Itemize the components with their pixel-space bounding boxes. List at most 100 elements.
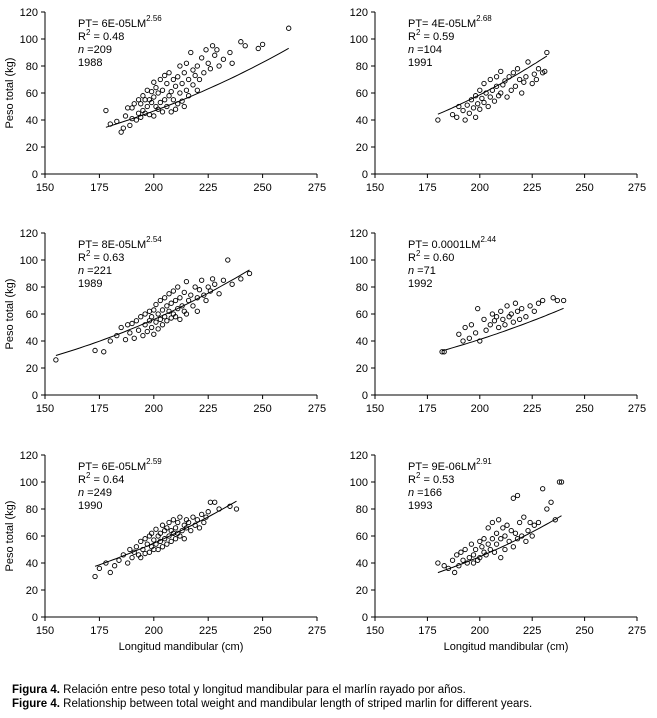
data-point (508, 311, 514, 317)
data-point (435, 117, 441, 123)
data-point (464, 102, 470, 108)
data-point (500, 316, 506, 323)
data-point (491, 98, 498, 104)
data-point (164, 318, 170, 324)
data-point (462, 117, 468, 123)
data-point (481, 316, 487, 323)
data-point (166, 93, 172, 99)
data-point (521, 79, 527, 85)
x-axis-label: Longitud mandibular (cm) (119, 641, 244, 653)
data-point (53, 357, 59, 363)
data-point (531, 71, 537, 77)
data-point (181, 289, 187, 296)
data-point (481, 80, 487, 87)
data-point (170, 288, 177, 294)
data-point (229, 281, 235, 287)
data-point (475, 101, 481, 107)
x-tick-label: 175 (90, 403, 108, 415)
data-point (135, 110, 142, 116)
r-squared-value: = 0.48 (90, 31, 124, 43)
data-point (188, 49, 194, 56)
equation-label: PT= 4E-05LM2.68 (408, 14, 492, 30)
data-point (159, 322, 166, 328)
data-point (127, 546, 133, 553)
data-point (157, 99, 163, 106)
panel-1988: 0 20 40 60 80 100 120 150 175 200 225 250 275 Peso to… (4, 7, 326, 194)
y-tick-label: 0 (362, 390, 368, 402)
data-point (502, 533, 508, 539)
data-point (462, 546, 468, 553)
data-point (118, 129, 124, 135)
fit-line (441, 307, 564, 352)
y-tick-label: 0 (362, 612, 368, 624)
data-point (502, 78, 508, 84)
data-point (225, 257, 231, 263)
data-point (192, 284, 198, 290)
year-label: 1989 (78, 278, 102, 290)
data-point (175, 74, 181, 80)
data-point (183, 311, 190, 317)
data-point (125, 105, 131, 111)
data-point (133, 544, 140, 550)
data-point (188, 292, 194, 298)
data-point (170, 97, 177, 103)
data-point (514, 308, 521, 314)
data-point (205, 509, 211, 515)
data-point (544, 49, 550, 56)
data-point (456, 103, 462, 110)
equation-label: PT= 0.0001LM2.44 (408, 235, 497, 251)
x-tick-label: 150 (366, 403, 384, 415)
data-point (177, 295, 183, 301)
y-tick-label: 60 (26, 88, 38, 100)
data-point (229, 60, 235, 66)
data-point (142, 97, 148, 103)
sample-size-symbol: n (408, 487, 414, 499)
data-point (159, 544, 166, 550)
x-tick-label: 225 (523, 625, 541, 637)
data-point (512, 530, 519, 536)
data-point (138, 314, 144, 320)
caption-spanish: Figura 4. Relación entre peso total y lo… (12, 683, 466, 697)
data-point (199, 277, 205, 283)
r-squared-superscript: 2 (416, 249, 421, 258)
caption-spanish-text: Relación entre peso total y longitud man… (59, 684, 466, 696)
data-point (185, 76, 192, 83)
data-point (196, 76, 203, 83)
data-point (142, 550, 148, 557)
data-point (164, 80, 170, 87)
data-point (122, 113, 129, 119)
caption-english-text: Relationship between total weight and ma… (59, 698, 533, 710)
x-tick-label: 150 (36, 182, 54, 194)
data-point (451, 569, 458, 576)
y-tick-label: 80 (356, 282, 368, 294)
r-squared-symbol: R (408, 31, 416, 43)
data-point (129, 554, 135, 561)
data-point (477, 538, 483, 545)
y-tick-label: 60 (356, 531, 368, 543)
y-tick-label: 20 (26, 585, 38, 597)
data-point (190, 303, 196, 309)
data-point (162, 295, 168, 301)
data-point (470, 560, 477, 566)
data-point (155, 106, 161, 112)
data-point (188, 527, 194, 534)
data-point (535, 519, 542, 526)
data-point (493, 541, 500, 547)
data-point (489, 536, 496, 542)
r-squared-symbol: R (408, 474, 416, 486)
data-point (175, 305, 181, 312)
y-tick-label: 120 (350, 450, 368, 462)
data-point (183, 525, 190, 531)
sample-size-label: n =166 (408, 487, 442, 499)
y-tick-label: 0 (362, 169, 368, 181)
y-tick-label: 80 (356, 61, 368, 73)
data-point (144, 87, 150, 93)
data-point (489, 519, 496, 526)
data-point (135, 97, 142, 103)
data-point (558, 479, 565, 485)
data-point (481, 99, 487, 106)
data-point (510, 70, 516, 76)
r-squared-superscript: 2 (86, 249, 91, 258)
data-point (512, 300, 519, 306)
